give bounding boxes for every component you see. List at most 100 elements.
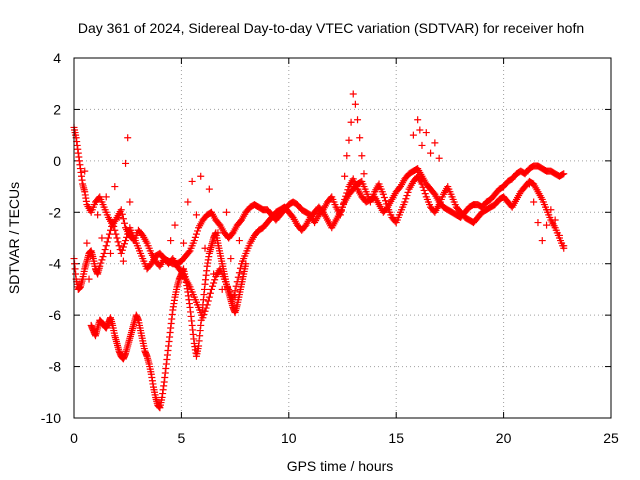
data-point bbox=[538, 237, 546, 245]
data-point bbox=[431, 139, 439, 147]
data-point bbox=[356, 134, 364, 142]
data-point bbox=[122, 159, 130, 167]
y-axis-label: SDTVAR / TECUs bbox=[6, 182, 22, 294]
data-point bbox=[190, 237, 198, 245]
data-point bbox=[418, 141, 426, 149]
data-point bbox=[115, 213, 123, 221]
data-point bbox=[102, 242, 110, 250]
data-point bbox=[214, 229, 222, 237]
y-tick-label: 4 bbox=[53, 50, 61, 66]
data-point bbox=[205, 185, 213, 193]
data-point bbox=[98, 256, 106, 264]
data-point bbox=[231, 287, 239, 295]
data-point bbox=[205, 293, 213, 301]
data-point bbox=[360, 170, 368, 178]
data-point bbox=[115, 242, 123, 250]
data-point bbox=[114, 238, 122, 246]
data-point bbox=[180, 239, 188, 247]
data-point bbox=[111, 226, 119, 234]
data-point bbox=[401, 198, 409, 206]
data-point bbox=[235, 269, 243, 277]
data-point bbox=[111, 183, 119, 191]
data-point bbox=[175, 265, 183, 273]
x-tick-label: 5 bbox=[178, 430, 186, 446]
data-point bbox=[354, 116, 362, 124]
data-point bbox=[435, 154, 443, 162]
data-point bbox=[124, 230, 132, 238]
data-point bbox=[347, 118, 355, 126]
data-point bbox=[349, 90, 357, 98]
data-point bbox=[100, 249, 108, 257]
data-point bbox=[380, 194, 388, 201]
x-axis-label: GPS time / hours bbox=[287, 458, 394, 474]
data-point bbox=[99, 253, 107, 261]
series-track-c bbox=[87, 229, 250, 412]
x-tick-label: 10 bbox=[281, 430, 297, 446]
data-point bbox=[525, 180, 533, 188]
data-point bbox=[560, 170, 568, 178]
data-point bbox=[124, 134, 132, 142]
data-point bbox=[98, 234, 106, 242]
data-point bbox=[421, 190, 429, 198]
data-point bbox=[234, 273, 242, 281]
data-point bbox=[555, 231, 563, 239]
data-point bbox=[120, 219, 128, 227]
data-point bbox=[210, 270, 218, 278]
data-point bbox=[192, 211, 200, 219]
data-point bbox=[427, 149, 435, 157]
data-point bbox=[210, 279, 218, 287]
data-point bbox=[404, 188, 412, 196]
data-point bbox=[122, 237, 130, 245]
data-point bbox=[119, 215, 127, 223]
y-tick-label: -6 bbox=[49, 307, 62, 323]
y-tick-label: 2 bbox=[53, 101, 61, 117]
data-point bbox=[185, 248, 193, 256]
data-point bbox=[402, 195, 410, 203]
data-point bbox=[103, 238, 111, 246]
data-point bbox=[188, 177, 196, 185]
data-point bbox=[223, 208, 231, 216]
data-point bbox=[383, 200, 391, 208]
ticks-layer: 0 5 10 15 20 25 -10 -8 -6 -4 -2 0 2 4 bbox=[41, 50, 619, 446]
data-point bbox=[235, 237, 243, 245]
data-point bbox=[381, 197, 389, 205]
series-spikes bbox=[81, 90, 568, 301]
grid-layer bbox=[74, 58, 611, 418]
data-point bbox=[119, 257, 127, 265]
series-track-a bbox=[70, 123, 568, 270]
data-point bbox=[119, 243, 127, 251]
data-point bbox=[416, 126, 424, 134]
data-point bbox=[94, 211, 102, 219]
data-point bbox=[105, 230, 113, 238]
data-point bbox=[107, 249, 115, 257]
data-point bbox=[97, 259, 105, 267]
data-point bbox=[117, 249, 125, 257]
data-point bbox=[101, 246, 109, 254]
data-point bbox=[560, 242, 568, 250]
y-tick-label: -10 bbox=[41, 410, 61, 426]
y-tick-label: -8 bbox=[49, 359, 62, 375]
data-point bbox=[202, 304, 210, 312]
data-point bbox=[81, 167, 89, 175]
data-point bbox=[551, 216, 559, 224]
plot-frame bbox=[73, 57, 612, 419]
data-point bbox=[543, 221, 551, 229]
x-tick-label: 15 bbox=[388, 430, 404, 446]
y-tick-label: -4 bbox=[49, 256, 62, 272]
data-point bbox=[231, 293, 239, 301]
data-point bbox=[418, 180, 426, 188]
data-point bbox=[197, 172, 205, 180]
x-tick-label: 25 bbox=[603, 430, 619, 446]
data-point bbox=[211, 276, 219, 284]
data-point bbox=[218, 285, 226, 293]
data-point bbox=[236, 264, 244, 272]
data-point bbox=[118, 210, 126, 218]
chart-title: Day 361 of 2024, Sidereal Day-to-day VTE… bbox=[78, 20, 584, 36]
data-point bbox=[201, 244, 209, 252]
data-point bbox=[206, 289, 214, 297]
data-point bbox=[102, 193, 110, 201]
data-point bbox=[351, 100, 359, 108]
x-tick-label: 0 bbox=[70, 430, 78, 446]
data-point bbox=[184, 198, 192, 206]
